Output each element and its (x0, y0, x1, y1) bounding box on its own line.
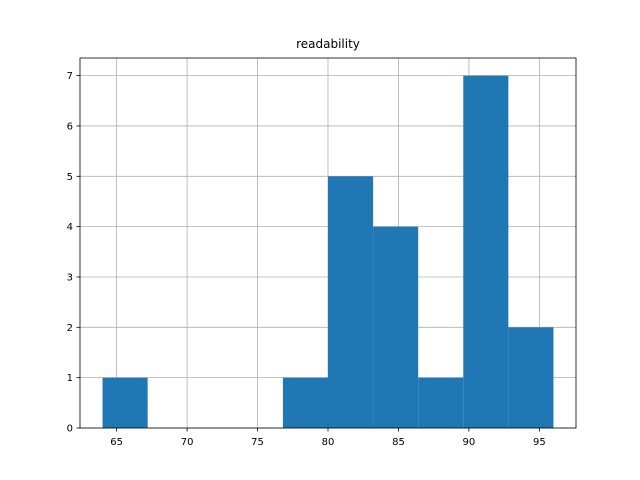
histogram-bar (508, 327, 553, 428)
x-tick-label: 95 (533, 437, 546, 448)
x-tick-label: 70 (181, 437, 194, 448)
y-tick-label: 3 (67, 272, 73, 283)
y-tick-label: 2 (67, 323, 73, 334)
y-tick-label: 5 (67, 172, 73, 183)
histogram-bar (463, 76, 508, 428)
histogram-bar (283, 378, 328, 428)
x-tick-label: 90 (463, 437, 476, 448)
y-tick-label: 1 (67, 373, 73, 384)
x-tick-label: 65 (110, 437, 123, 448)
y-tick-label: 7 (67, 71, 73, 82)
y-tick-label: 4 (67, 222, 73, 233)
x-tick-label: 85 (392, 437, 405, 448)
y-tick-label: 6 (67, 121, 73, 132)
chart-title: readability (296, 37, 360, 51)
x-tick-label: 80 (322, 437, 335, 448)
histogram-bar (418, 378, 463, 428)
histogram-bar (328, 176, 373, 428)
histogram-bar (373, 227, 418, 428)
histogram-bar (103, 378, 148, 428)
x-tick-label: 75 (251, 437, 264, 448)
y-tick-label: 0 (67, 424, 73, 435)
